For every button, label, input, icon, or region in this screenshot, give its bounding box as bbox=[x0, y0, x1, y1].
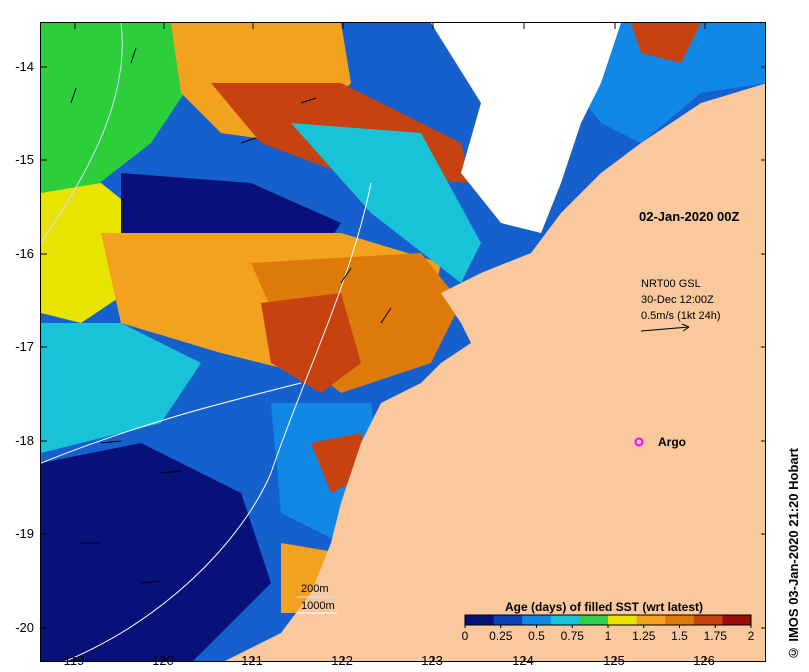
sst-map: 02-Jan-2020 00Z NRT00 GSL 30-Dec 12:00Z … bbox=[41, 23, 765, 661]
sst-patch-green bbox=[41, 23, 191, 223]
credit-text: © IMOS 03-Jan-2020 21:20 Hobart bbox=[786, 447, 801, 660]
colorbar-tick-label: 0 bbox=[462, 629, 469, 643]
current-info-line3: 0.5m/s (1kt 24h) bbox=[641, 310, 720, 322]
colorbar-swatch bbox=[465, 615, 495, 625]
land-area bbox=[225, 83, 765, 661]
current-info-line2: 30-Dec 12:00Z bbox=[641, 294, 714, 306]
y-tick-label: -14 bbox=[15, 59, 34, 74]
colorbar-tick-label: 2 bbox=[748, 629, 755, 643]
colorbar-swatch bbox=[722, 615, 752, 625]
y-axis-labels: -14 -15 -16 -17 -18 -19 -20 bbox=[15, 59, 34, 635]
argo-label: Argo bbox=[658, 435, 686, 449]
y-tick-label: -17 bbox=[15, 339, 34, 354]
y-tick-label: -15 bbox=[15, 152, 34, 167]
contour-legend-1000: 1000m bbox=[301, 600, 335, 612]
cloud-area bbox=[431, 23, 621, 233]
colorbar-title: Age (days) of filled SST (wrt latest) bbox=[505, 600, 703, 614]
colorbar-tick-label: 1.75 bbox=[704, 629, 728, 643]
colorbar-tick-label: 0.25 bbox=[489, 629, 513, 643]
colorbar-swatch bbox=[693, 615, 723, 625]
colorbar-tick-label: 1.25 bbox=[632, 629, 656, 643]
scale-arrow bbox=[640, 323, 690, 332]
contour-1000m-west bbox=[41, 382, 302, 464]
colorbar-swatches bbox=[464, 614, 752, 626]
y-tick-label: -18 bbox=[15, 433, 34, 448]
colorbar-tick-label: 1.5 bbox=[671, 629, 688, 643]
date-label: 02-Jan-2020 00Z bbox=[639, 209, 740, 224]
colorbar-swatch bbox=[550, 615, 580, 625]
sst-patch-red-ne bbox=[631, 23, 701, 63]
map-panel: 02-Jan-2020 00Z NRT00 GSL 30-Dec 12:00Z … bbox=[40, 22, 766, 662]
colorbar-swatch bbox=[493, 615, 523, 625]
current-vectors bbox=[70, 47, 392, 584]
sst-patch-cyan-ne bbox=[291, 123, 481, 283]
colorbar-swatch bbox=[608, 615, 638, 625]
colorbar-tick-label: 0.75 bbox=[561, 629, 585, 643]
colorbar-swatch bbox=[579, 615, 609, 625]
colorbar-swatch bbox=[522, 615, 552, 625]
y-tick-label: -20 bbox=[15, 620, 34, 635]
colorbar-tick-label: 0.5 bbox=[528, 629, 545, 643]
colorbar-tick-label: 1 bbox=[605, 629, 612, 643]
y-tick-label: -16 bbox=[15, 246, 34, 261]
sst-patch-navy-south bbox=[41, 443, 271, 661]
contour-200m bbox=[41, 23, 123, 244]
y-tick-label: -19 bbox=[15, 526, 34, 541]
current-info-line1: NRT00 GSL bbox=[641, 278, 701, 290]
argo-marker-icon bbox=[634, 437, 644, 447]
colorbar-swatch bbox=[665, 615, 695, 625]
colorbar-swatch bbox=[636, 615, 666, 625]
sst-patch-red-mid bbox=[261, 293, 361, 393]
colorbar-ticks: 0 0.25 0.5 0.75 1 1.25 1.5 1.75 2 bbox=[462, 625, 755, 643]
contour-legend-200: 200m bbox=[301, 583, 329, 595]
axis-tick-marks bbox=[41, 23, 765, 661]
